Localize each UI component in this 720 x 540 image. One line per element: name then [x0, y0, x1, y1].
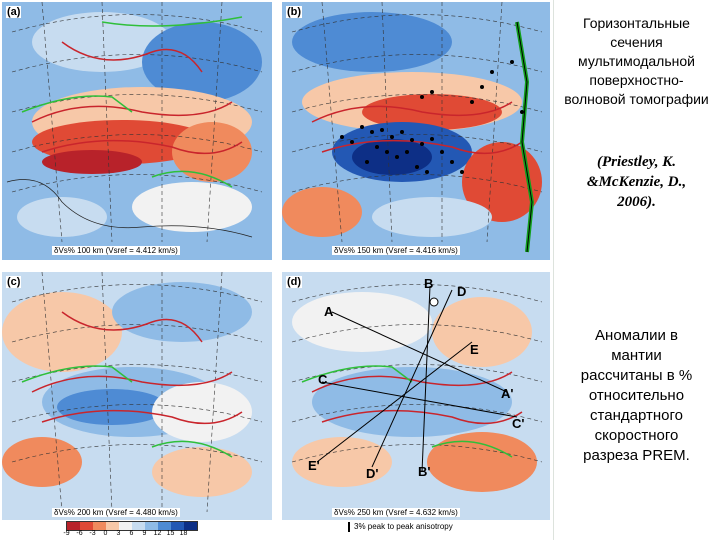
- panel-d-caption: δVs% 250 km (Vsref = 4.632 km/s): [332, 508, 460, 517]
- section-label-b: B: [424, 276, 434, 291]
- colorbar-swatch: [132, 522, 145, 530]
- sidebar-note: Аномалии в мантии рассчитаны в % относит…: [580, 327, 693, 464]
- tomography-map-a: (a) δVs% 100 km (Vsref = 4.412 km/s): [2, 2, 272, 260]
- colorbar-tick: 15: [166, 530, 175, 537]
- colorbar-ticks: -9 -6 -3 0 3 6 9 12 15 18: [60, 530, 190, 537]
- section-label-d: D: [457, 284, 467, 299]
- sidebar-title: Горизонтальные сечения мультимодальной п…: [564, 15, 709, 107]
- section-label-c: C: [318, 372, 328, 387]
- colorbar-swatch: [119, 522, 132, 530]
- map-d-graphic: [282, 272, 550, 520]
- colorbar-tick: 0: [103, 530, 108, 537]
- tomography-map-b: (b) δVs% 150 km (Vsref = 4.416 km/s): [282, 2, 550, 260]
- panel-a-caption: δVs% 100 km (Vsref = 4.412 km/s): [52, 246, 180, 255]
- colorbar-tick: 12: [153, 530, 162, 537]
- colorbar-tick: 18: [179, 530, 188, 537]
- colorbar-tick: 6: [129, 530, 134, 537]
- sidebar-citation: (Priestley, K. &McKenzie, D., 2006).: [586, 154, 687, 210]
- colorbar-tick: 9: [142, 530, 147, 537]
- anisotropy-bar: [348, 522, 350, 532]
- map-b-graphic: [282, 2, 550, 260]
- section-label-b-prime: B': [418, 464, 431, 479]
- colorbar-swatch: [145, 522, 158, 530]
- section-label-e-prime: E': [308, 458, 320, 473]
- colorbar-swatch: [171, 522, 184, 530]
- colorbar-swatch: [80, 522, 93, 530]
- section-label-e: E: [470, 342, 479, 357]
- velocity-colorbar: [66, 521, 198, 531]
- colorbar-tick: 3: [116, 530, 121, 537]
- anisotropy-scale: 3% peak to peak anisotropy: [348, 522, 453, 532]
- colorbar-swatch: [184, 522, 197, 530]
- colorbar-swatch: [93, 522, 106, 530]
- section-label-c-prime: C': [512, 416, 525, 431]
- panel-c-label: (c): [6, 276, 22, 288]
- section-label-a: A: [324, 304, 334, 319]
- colorbar-swatch: [67, 522, 80, 530]
- colorbar-swatch: [106, 522, 119, 530]
- tomography-map-c: (c) δVs% 200 km (Vsref = 4.480 km/s): [2, 272, 272, 520]
- colorbar-swatch: [158, 522, 171, 530]
- cross-section-lines: [316, 285, 518, 473]
- map-c-graphic: [2, 272, 272, 520]
- map-a-graphic: [2, 2, 272, 260]
- colorbar-tick: -6: [76, 530, 83, 537]
- panel-b-caption: δVs% 150 km (Vsref = 4.416 km/s): [332, 246, 460, 255]
- sidebar-panel: [553, 0, 720, 540]
- panel-a-label: (a): [6, 6, 22, 18]
- colorbar-tick: -9: [63, 530, 70, 537]
- colorbar-tick: -3: [89, 530, 96, 537]
- section-label-d-prime: D': [366, 466, 379, 481]
- panel-c-caption: δVs% 200 km (Vsref = 4.480 km/s): [52, 508, 180, 517]
- panel-d-label: (d): [286, 276, 303, 288]
- tomography-map-d: (d) A A' B B' C C' D D' E E' δVs% 250 km…: [282, 272, 550, 520]
- section-label-a-prime: A': [501, 386, 514, 401]
- anisotropy-label: 3% peak to peak anisotropy: [354, 522, 453, 532]
- panel-b-label: (b): [286, 6, 303, 18]
